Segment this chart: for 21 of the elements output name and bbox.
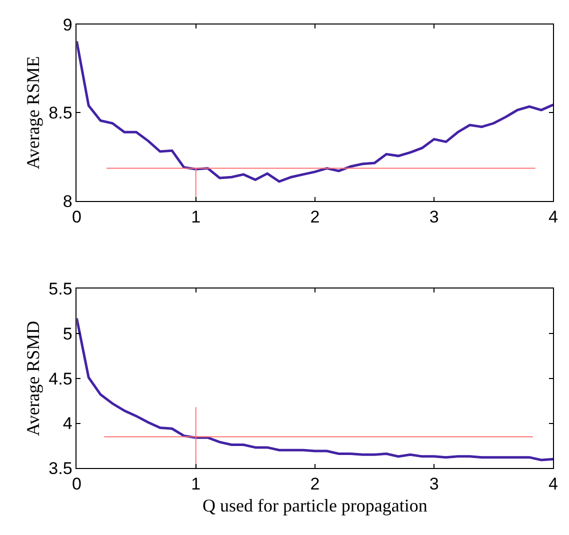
- x-tick-label: 4: [548, 474, 558, 494]
- y-axis-title: Average RSME: [22, 56, 43, 170]
- x-tick-label: 2: [310, 474, 320, 494]
- x-axis-title: Q used for particle propagation: [202, 496, 428, 516]
- y-tick-label: 5: [62, 324, 72, 344]
- x-tick-label: 1: [191, 474, 201, 494]
- y-tick-label: 5.5: [48, 280, 72, 299]
- y-tick-label: 3.5: [48, 459, 72, 478]
- x-tick-label: 3: [429, 207, 439, 226]
- x-tick-label: 0: [72, 207, 82, 226]
- y-tick-label: 4.5: [48, 369, 72, 388]
- y-tick-label: 8.5: [48, 104, 72, 123]
- x-tick-label: 1: [191, 207, 201, 226]
- y-tick-label: 9: [62, 15, 72, 34]
- x-tick-label: 4: [548, 207, 558, 226]
- y-tick-label: 4: [62, 414, 72, 434]
- x-tick-label: 2: [310, 207, 320, 226]
- x-tick-label: 0: [72, 474, 82, 494]
- x-tick-label: 3: [429, 474, 439, 494]
- y-axis-title: Average RSMD: [22, 320, 43, 436]
- y-tick-label: 8: [62, 192, 72, 211]
